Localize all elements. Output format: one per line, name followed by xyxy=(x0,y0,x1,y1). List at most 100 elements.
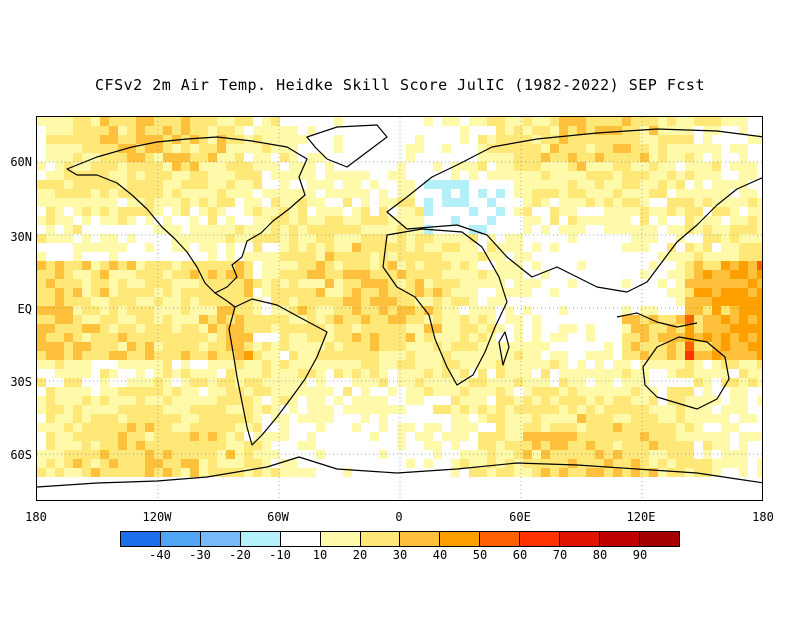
skill-cell xyxy=(289,342,298,351)
skill-cell xyxy=(523,414,532,423)
skill-cell xyxy=(145,423,154,432)
skill-cell xyxy=(172,342,181,351)
skill-cell xyxy=(667,432,676,441)
skill-cell xyxy=(694,135,703,144)
colorbar-label: 90 xyxy=(632,548,648,562)
skill-cell xyxy=(343,387,352,396)
skill-cell xyxy=(235,234,244,243)
skill-cell xyxy=(46,162,55,171)
skill-cell xyxy=(586,369,595,378)
skill-cell xyxy=(676,171,685,180)
skill-cell xyxy=(172,351,181,360)
skill-cell xyxy=(217,144,226,153)
skill-cell xyxy=(415,378,424,387)
skill-cell xyxy=(541,396,550,405)
skill-cell xyxy=(613,153,622,162)
skill-cell xyxy=(253,135,262,144)
skill-cell xyxy=(658,360,667,369)
skill-cell xyxy=(685,369,694,378)
skill-cell xyxy=(298,180,307,189)
skill-cell xyxy=(667,162,676,171)
skill-cell xyxy=(730,378,739,387)
skill-cell xyxy=(550,342,559,351)
skill-cell xyxy=(253,288,262,297)
skill-cell xyxy=(271,288,280,297)
skill-cell xyxy=(190,243,199,252)
skill-cell xyxy=(217,189,226,198)
skill-cell xyxy=(271,441,280,450)
skill-cell xyxy=(163,405,172,414)
skill-cell xyxy=(532,162,541,171)
skill-cell xyxy=(631,459,640,468)
skill-cell xyxy=(325,297,334,306)
skill-cell xyxy=(496,234,505,243)
skill-cell xyxy=(172,234,181,243)
skill-cell xyxy=(712,441,721,450)
skill-cell xyxy=(334,135,343,144)
skill-cell xyxy=(712,369,721,378)
skill-cell xyxy=(748,279,757,288)
skill-cell xyxy=(370,279,379,288)
skill-cell xyxy=(118,324,127,333)
skill-cell xyxy=(55,225,64,234)
skill-cell xyxy=(73,288,82,297)
skill-cell xyxy=(757,378,762,387)
skill-cell xyxy=(739,189,748,198)
skill-cell xyxy=(649,378,658,387)
skill-cell xyxy=(406,270,415,279)
skill-cell xyxy=(199,342,208,351)
skill-cell xyxy=(451,288,460,297)
skill-cell xyxy=(586,234,595,243)
skill-cell xyxy=(118,441,127,450)
skill-cell xyxy=(136,297,145,306)
skill-cell xyxy=(325,261,334,270)
skill-cell xyxy=(478,360,487,369)
skill-cell xyxy=(631,252,640,261)
skill-cell xyxy=(568,180,577,189)
skill-cell xyxy=(667,387,676,396)
skill-cell xyxy=(406,387,415,396)
skill-cell xyxy=(703,135,712,144)
skill-cell xyxy=(424,333,433,342)
skill-cell xyxy=(55,324,64,333)
skill-cell xyxy=(514,135,523,144)
skill-cell xyxy=(694,432,703,441)
skill-cell xyxy=(613,252,622,261)
skill-cell xyxy=(721,171,730,180)
skill-cell xyxy=(388,135,397,144)
skill-cell xyxy=(523,450,532,459)
skill-cell xyxy=(154,378,163,387)
skill-cell xyxy=(586,252,595,261)
skill-cell xyxy=(658,306,667,315)
skill-cell xyxy=(334,342,343,351)
skill-cell xyxy=(739,144,748,153)
skill-cell xyxy=(676,225,685,234)
skill-cell xyxy=(604,414,613,423)
skill-cell xyxy=(703,468,712,477)
skill-cell xyxy=(694,234,703,243)
skill-cell xyxy=(478,270,487,279)
skill-cell xyxy=(316,270,325,279)
skill-cell xyxy=(190,423,199,432)
skill-cell xyxy=(622,198,631,207)
skill-cell xyxy=(271,306,280,315)
skill-cell xyxy=(208,369,217,378)
skill-cell xyxy=(280,315,289,324)
skill-cell xyxy=(307,459,316,468)
skill-cell xyxy=(712,306,721,315)
skill-cell xyxy=(631,441,640,450)
skill-cell xyxy=(181,270,190,279)
skill-cell xyxy=(604,342,613,351)
skill-cell xyxy=(145,306,154,315)
skill-cell xyxy=(757,423,762,432)
skill-cell xyxy=(676,261,685,270)
skill-cell xyxy=(181,396,190,405)
skill-cell xyxy=(478,378,487,387)
skill-cell xyxy=(244,189,253,198)
skill-cell xyxy=(487,450,496,459)
skill-cell xyxy=(667,459,676,468)
skill-cell xyxy=(460,270,469,279)
skill-cell xyxy=(127,252,136,261)
skill-cell xyxy=(415,459,424,468)
skill-cell xyxy=(352,324,361,333)
